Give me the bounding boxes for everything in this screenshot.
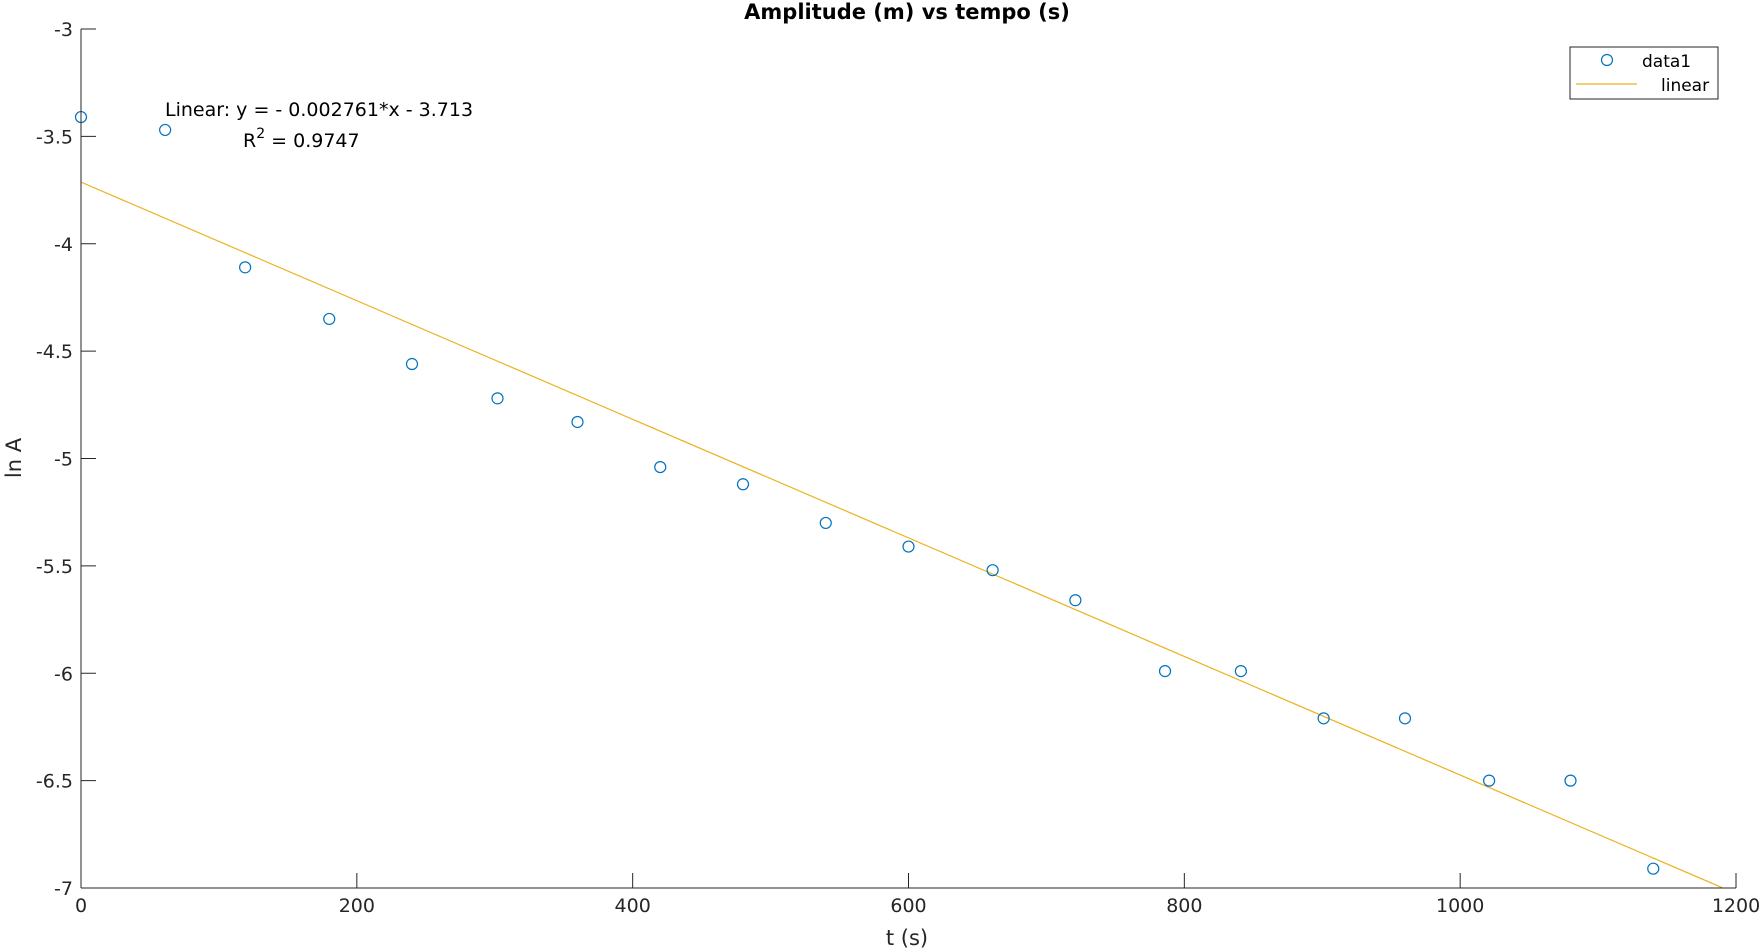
fit-line — [80, 181, 1723, 889]
plot-area — [74, 110, 1723, 889]
x-tick-label: 400 — [615, 895, 651, 917]
data-point — [1564, 774, 1577, 787]
data-point — [1398, 712, 1412, 725]
y-axis-label: ln A — [2, 437, 26, 478]
x-tick-label: 1200 — [1712, 895, 1760, 917]
legend-marker-data1 — [1600, 53, 1614, 67]
y-tick-label: -5 — [54, 449, 73, 471]
y-tick-label: -7 — [54, 878, 73, 900]
data-point — [736, 478, 750, 491]
x-tick-label: 800 — [1166, 895, 1202, 917]
data-point — [1234, 665, 1247, 678]
data-point — [902, 540, 915, 553]
data-point — [239, 261, 252, 274]
x-tick-label: 200 — [339, 895, 375, 917]
r2-prefix: R — [243, 130, 256, 152]
data-point — [405, 357, 419, 371]
data-point — [1158, 665, 1172, 678]
legend-label-data1: data1 — [1642, 52, 1691, 72]
r2-superscript: 2 — [256, 126, 265, 142]
y-tick-label: -6 — [54, 663, 73, 685]
fit-annotation: Linear: y = - 0.002761*x - 3.713 R2 = 0.… — [165, 99, 473, 152]
legend-box — [1569, 46, 1719, 100]
x-tick-label: 0 — [75, 895, 87, 917]
fit-r-squared: R2 = 0.9747 — [243, 126, 360, 152]
legend-label-linear: linear — [1661, 76, 1709, 96]
data-point — [986, 564, 999, 577]
x-ticks: 0 200 400 600 800 1000 1200 — [75, 873, 1760, 917]
y-tick-label: -4.5 — [36, 341, 73, 363]
fit-equation: Linear: y = - 0.002761*x - 3.713 — [165, 99, 473, 121]
data-point — [491, 392, 504, 405]
data-point — [1069, 594, 1082, 607]
data-point — [323, 312, 336, 326]
data-point — [654, 460, 667, 474]
data-point — [1483, 774, 1496, 787]
x-axis-label: t (s) — [886, 926, 928, 950]
y-tick-label: -3.5 — [36, 126, 73, 148]
legend[interactable]: data1 linear — [1569, 46, 1719, 100]
data-point — [159, 123, 172, 137]
data-point — [819, 516, 832, 530]
r2-value: = 0.9747 — [265, 130, 359, 152]
y-tick-label: -6.5 — [36, 771, 73, 793]
y-tick-label: -4 — [54, 234, 73, 256]
data-point — [1317, 712, 1330, 725]
data-point — [571, 415, 584, 429]
chart-title: Amplitude (m) vs tempo (s) — [744, 0, 1070, 24]
x-tick-label: 600 — [890, 895, 926, 917]
y-tick-label: -3 — [54, 19, 73, 41]
y-tick-label: -5.5 — [36, 556, 73, 578]
y-ticks: -3 -3.5 -4 -4.5 -5 -5.5 -6 -6.5 -7 — [36, 19, 96, 900]
data-point — [1647, 862, 1660, 875]
x-tick-label: 1000 — [1436, 895, 1484, 917]
